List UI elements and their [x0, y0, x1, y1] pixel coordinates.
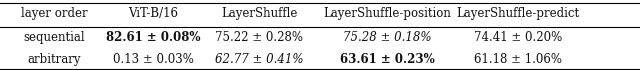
Text: arbitrary: arbitrary	[28, 53, 81, 66]
Text: 63.61 ± 0.23%: 63.61 ± 0.23%	[340, 53, 435, 66]
Text: LayerShuffle-position: LayerShuffle-position	[323, 7, 451, 21]
Text: 0.13 ± 0.03%: 0.13 ± 0.03%	[113, 53, 194, 66]
Text: sequential: sequential	[24, 31, 85, 44]
Text: 75.28 ± 0.18%: 75.28 ± 0.18%	[343, 31, 431, 44]
Text: 75.22 ± 0.28%: 75.22 ± 0.28%	[215, 31, 303, 44]
Text: 74.41 ± 0.20%: 74.41 ± 0.20%	[474, 31, 563, 44]
Text: 62.77 ± 0.41%: 62.77 ± 0.41%	[215, 53, 303, 66]
Text: LayerShuffle-predict: LayerShuffle-predict	[457, 7, 580, 21]
Text: layer order: layer order	[21, 7, 88, 21]
Text: ViT-B/16: ViT-B/16	[129, 7, 179, 21]
Text: LayerShuffle: LayerShuffle	[221, 7, 298, 21]
Text: 82.61 ± 0.08%: 82.61 ± 0.08%	[106, 31, 201, 44]
Text: 61.18 ± 1.06%: 61.18 ± 1.06%	[474, 53, 563, 66]
